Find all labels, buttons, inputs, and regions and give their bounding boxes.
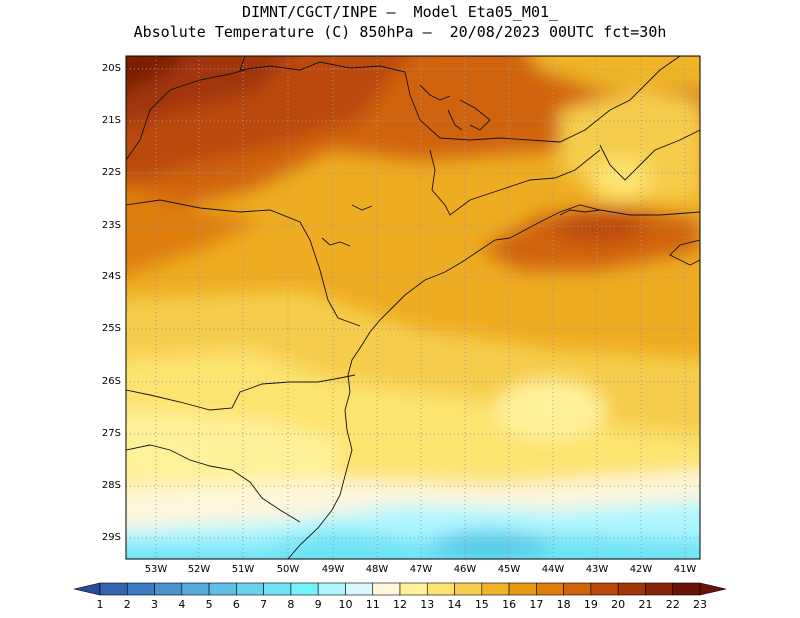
colorbar-label: 11 [365,598,380,611]
lon-label: 48W [365,564,389,575]
lon-label: 41W [673,564,697,575]
colorbar-label: 15 [474,598,489,611]
colorbar-swatch [426,582,455,596]
lat-label: 22S [101,167,121,178]
lat-label: 28S [101,480,121,491]
colorbar-label: 1 [96,598,104,611]
colorbar-swatch [126,582,155,596]
colorbar-swatch [508,582,537,596]
colorbar-label: 23 [693,598,707,611]
colorbar-label: 7 [260,598,268,611]
colorbar-swatch [617,582,646,596]
colorbar-label: 10 [338,598,353,611]
chart-title-line1: DIMNT/CGCT/INPE – Model Eta05_M01_ [241,3,559,21]
colorbar-label: 17 [529,598,544,611]
colorbar-swatch [236,582,264,596]
lat-label: 27S [101,428,121,439]
colorbar-swatch [154,582,183,596]
lon-label: 51W [231,564,255,575]
lon-label: 45W [497,564,521,575]
colorbar-label: 13 [420,598,435,611]
lat-label: 21S [101,115,121,126]
lon-label: 46W [453,564,477,575]
colorbar-label: 21 [638,598,653,611]
colorbar-swatch [481,582,510,596]
lon-label: 49W [321,564,345,575]
colorbar [73,582,727,596]
colorbar-label: 2 [123,598,131,611]
colorbar-swatch [399,582,428,596]
colorbar-swatch [345,582,374,596]
colorbar-label: 14 [447,598,462,611]
colorbar-swatch [645,582,674,596]
colorbar-swatch [99,582,128,596]
lat-label: 20S [101,63,121,74]
lat-label: 24S [101,271,121,282]
colorbar-label: 18 [556,598,571,611]
colorbar-label: 6 [232,598,240,611]
plot-frame [125,55,701,560]
colorbar-swatch [181,582,210,596]
temperature-field [126,56,700,559]
lon-label: 52W [187,564,211,575]
colorbar-swatch [263,582,292,596]
coastline-boundaries [126,56,700,559]
lat-label: 26S [101,376,121,387]
colorbar-label: 19 [583,598,598,611]
colorbar-swatch [454,582,483,596]
chart-title-line2: Absolute Temperature (C) 850hPa – 20/08/… [133,23,667,41]
lon-label: 47W [409,564,433,575]
colorbar-label: 3 [151,598,159,611]
colorbar-label: 12 [393,598,407,611]
lat-label: 23S [101,220,121,231]
colorbar-swatch [563,582,592,596]
colorbar-swatch [536,582,564,596]
colorbar-swatch [208,582,237,596]
lon-label: 42W [629,564,653,575]
colorbar-label: 20 [611,598,626,611]
colorbar-swatch [672,582,701,596]
lon-label: 53W [144,564,168,575]
colorbar-swatch [290,582,319,596]
lon-label: 44W [541,564,565,575]
colorbar-label: 22 [665,598,680,611]
colorbar-arrow-low [73,582,101,596]
colorbar-swatch [372,582,401,596]
colorbar-label: 5 [205,598,213,611]
colorbar-swatch [317,582,346,596]
colorbar-swatch [590,582,619,596]
lon-label: 50W [276,564,300,575]
lat-label: 25S [101,323,121,334]
colorbar-label: 4 [178,598,186,611]
colorbar-label: 8 [287,598,295,611]
lat-label: 29S [101,532,121,543]
colorbar-label: 9 [314,598,322,611]
lon-label: 43W [585,564,609,575]
colorbar-label: 16 [502,598,517,611]
colorbar-arrow-high [699,582,727,596]
